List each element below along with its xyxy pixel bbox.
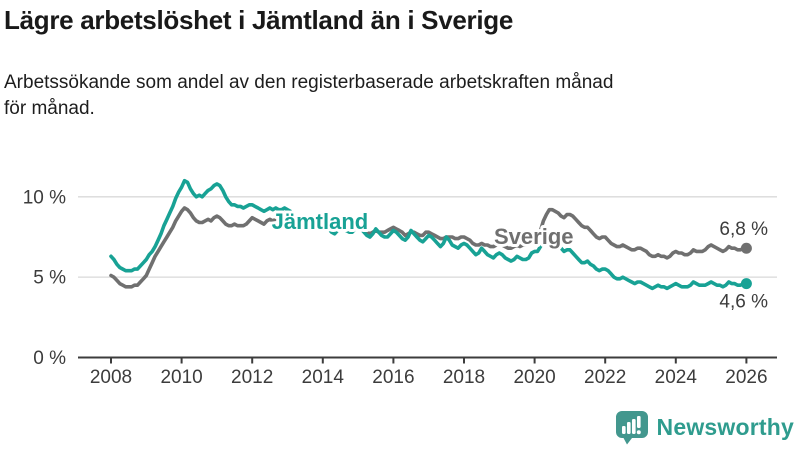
series-end-value-jamtland: 4,6 % [719, 292, 768, 313]
chart-subtitle: Arbetssökande som andel av den registerb… [4, 71, 614, 119]
series-label-sverige: Sverige [494, 224, 574, 249]
bar-chart-glyph [621, 416, 641, 435]
chart-header: Lägre arbetslöshet i Jämtland än i Sveri… [0, 0, 800, 122]
brand-name: Newsworthy [656, 414, 794, 440]
x-axis-tick-label: 2016 [372, 367, 414, 388]
y-axis-tick-label: 5 % [33, 268, 66, 289]
brand-footer: Newsworthy [615, 410, 794, 445]
x-axis-tick-label: 2014 [302, 367, 345, 388]
x-axis-tick-label: 2012 [231, 367, 273, 388]
chart-title: Lägre arbetslöshet i Jämtland än i Sveri… [4, 5, 514, 35]
series-end-dot-jamtland [740, 278, 752, 290]
x-axis-tick-label: 2020 [513, 367, 555, 388]
series-line-sverige [109, 206, 749, 289]
series-end-dot-sverige [740, 242, 752, 254]
x-axis-tick-label: 2026 [725, 367, 767, 388]
newsworthy-bar-chart-badge-icon [615, 411, 648, 445]
y-axis-tick-label: 10 % [23, 187, 66, 208]
unemployment-line-chart: 0 % 5 % 10 % 2008 2010 2012 2014 2016 2018 2020 20… [23, 178, 777, 388]
x-axis-tick-label: 2024 [655, 367, 698, 388]
x-axis-tick-label: 2018 [443, 367, 485, 388]
x-axis-tick-label: 2022 [584, 367, 626, 388]
x-axis-tick-label: 2010 [160, 367, 202, 388]
series-line-jamtland [109, 178, 749, 291]
series-label-jamtland: Jämtland [272, 209, 369, 234]
y-axis-tick-label: 0 % [33, 348, 66, 369]
x-axis-tick-label: 2008 [90, 367, 132, 388]
series-end-value-sverige: 6,8 % [719, 219, 768, 240]
